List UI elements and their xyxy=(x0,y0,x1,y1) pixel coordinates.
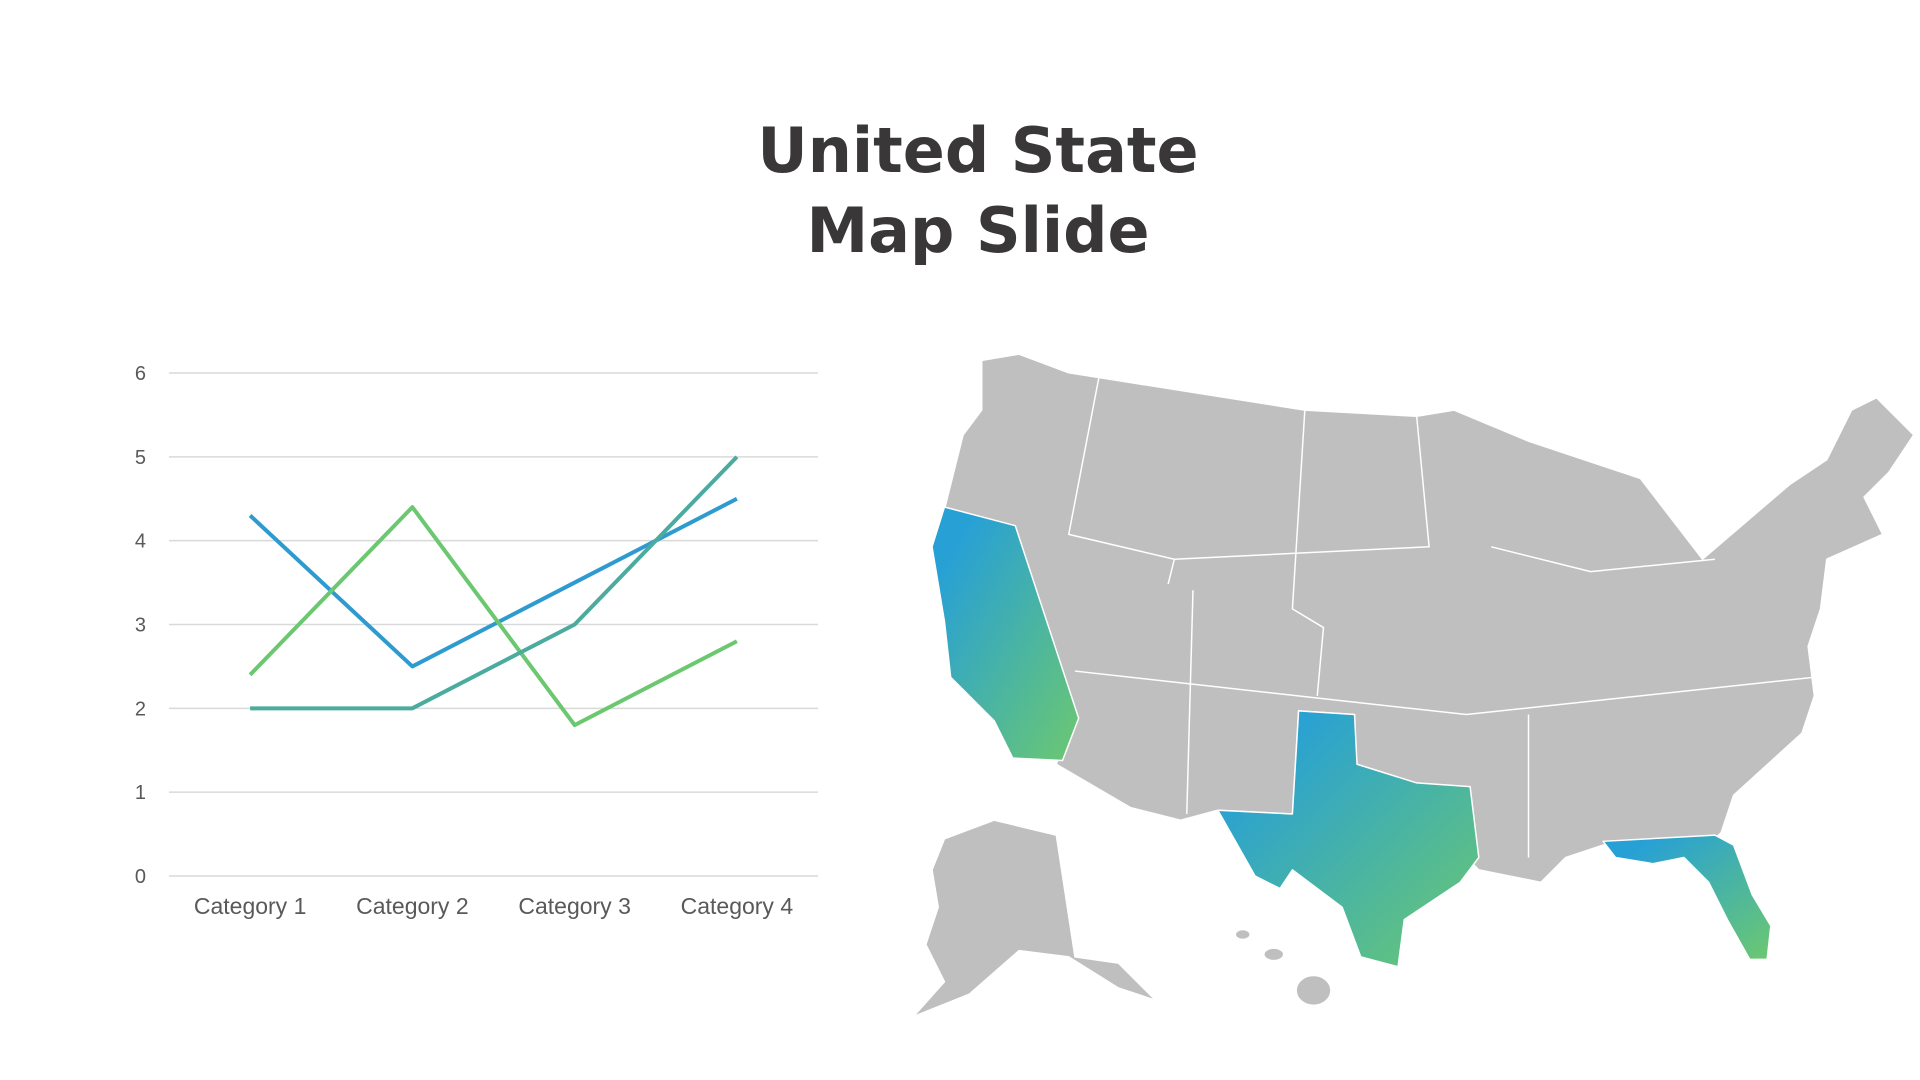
line-chart: 0 1 2 3 4 5 6 Category 1 Category 2 Category 3 Cat… xyxy=(135,363,818,919)
map-hawaii xyxy=(1295,974,1332,1007)
y-tick-label: 5 xyxy=(135,447,146,469)
x-tick-label: Category 2 xyxy=(356,893,469,919)
map-florida xyxy=(1602,834,1772,961)
map-texas xyxy=(1217,710,1480,968)
y-tick-label: 4 xyxy=(135,531,146,553)
y-tick-label: 1 xyxy=(135,782,146,804)
map-border xyxy=(1291,410,1325,696)
series-line xyxy=(248,505,738,728)
map-border xyxy=(1074,670,1815,716)
y-tick-label: 6 xyxy=(135,363,146,385)
title-line: Map Slide xyxy=(806,194,1149,267)
title-line: United State xyxy=(757,114,1198,187)
map-contiguous-us xyxy=(943,353,1915,884)
map-alaska xyxy=(912,819,1157,1018)
map-border xyxy=(1174,416,1430,560)
map-border xyxy=(1491,546,1716,573)
series-line xyxy=(250,455,739,711)
x-tick-label: Category 3 xyxy=(518,893,631,919)
map-border xyxy=(1067,372,1176,585)
map-hawaii xyxy=(1234,928,1251,941)
x-tick-label: Category 1 xyxy=(194,893,307,919)
x-tick-label: Category 4 xyxy=(681,893,794,919)
series-line xyxy=(248,496,738,669)
us-map xyxy=(912,353,1915,1018)
map-california xyxy=(931,506,1080,762)
map-hawaii xyxy=(1263,947,1285,962)
y-tick-label: 0 xyxy=(135,866,146,888)
map-border xyxy=(1186,590,1194,814)
y-tick-label: 3 xyxy=(135,615,146,637)
y-tick-label: 2 xyxy=(135,698,146,720)
